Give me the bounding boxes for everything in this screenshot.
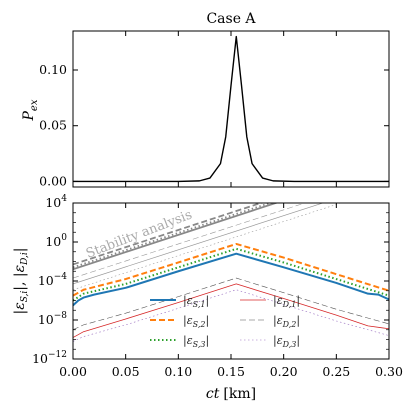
top-ytick-label: 0.00 <box>39 173 67 188</box>
bottom-plot-area <box>73 203 389 342</box>
bottom-ylabel: |εS,i|, |εD,i| <box>12 247 30 314</box>
ylabel-sub-1: S,i <box>20 291 30 303</box>
error-series-s-2 <box>73 242 389 297</box>
bottom-ytick-label: 10−8 <box>38 311 67 327</box>
ylabel-eps-2: ε <box>12 265 28 273</box>
stability-line-2 <box>73 203 264 266</box>
bottom-xtick-label: 0.25 <box>322 364 350 379</box>
bottom-xtick-label: 0.20 <box>270 364 298 379</box>
top-plot-area <box>73 35 389 183</box>
error-series-d-2 <box>73 277 389 331</box>
error-series-d-3 <box>73 289 389 342</box>
legend-entry-label: |εS,1| <box>183 294 209 309</box>
bottom-xtick-label: 0.15 <box>217 364 245 379</box>
legend-entry-label: |εD,1| <box>273 294 300 309</box>
chart-title: Case A <box>206 11 256 27</box>
stability-line-4 <box>73 203 324 285</box>
top-panel: Case A 0.00 0.05 0.10 Pex <box>21 11 390 188</box>
xlabel-unit: [km] <box>223 386 256 402</box>
stability-line-3 <box>73 203 273 269</box>
ylabel-separator: |, | <box>12 272 28 290</box>
legend-entry-label: |εS,3| <box>183 334 209 349</box>
pex-series-line <box>73 35 389 183</box>
ylabel-bar-right: | <box>12 247 28 252</box>
bottom-ytick-label: 10−12 <box>32 350 67 366</box>
ylabel-eps-1: ε <box>12 302 28 310</box>
stability-line-5 <box>73 203 306 279</box>
bottom-lines <box>73 203 389 342</box>
legend-entry-label: |εS,2| <box>183 314 209 329</box>
top-x-ticks <box>72 31 390 187</box>
bottom-xlabel: ct [km] <box>206 386 256 402</box>
error-series-d-1 <box>73 283 389 338</box>
bottom-x-ticks: 0.00 0.05 0.10 0.15 0.20 0.25 0.30 <box>59 203 403 379</box>
bottom-ytick-label: 10−4 <box>38 272 67 288</box>
bottom-ytick-label: 104 <box>45 194 67 210</box>
legend-entry-label: |εD,2| <box>273 314 300 329</box>
top-ytick-label: 0.05 <box>39 118 67 133</box>
top-ylabel-main: P <box>21 110 37 121</box>
xlabel-ct: ct <box>206 386 220 402</box>
ylabel-bar-left: | <box>12 310 28 315</box>
legend-entry-label: |εD,3| <box>273 334 300 349</box>
top-ylabel: Pex <box>21 99 40 121</box>
top-ytick-label: 0.10 <box>39 62 67 77</box>
top-ylabel-sub: ex <box>29 99 40 111</box>
ylabel-sub-2: D,i <box>20 252 30 266</box>
error-series-s-3 <box>73 247 389 302</box>
bottom-ytick-label: 100 <box>45 233 67 249</box>
top-axes-frame <box>72 30 390 188</box>
bottom-xtick-label: 0.10 <box>164 364 192 379</box>
bottom-xtick-label: 0.05 <box>112 364 140 379</box>
error-series-s-1 <box>73 252 389 307</box>
stability-line-1 <box>73 203 279 271</box>
legend: |εS,1| |εS,2| |εS,3| |εD,1| |εD,2| |εD,3| <box>150 294 300 349</box>
bottom-xtick-label: 0.00 <box>59 364 87 379</box>
bottom-y-ticks: 10−12 10−8 10−4 100 104 <box>32 194 389 366</box>
top-y-ticks: 0.00 0.05 0.10 <box>39 62 389 188</box>
bottom-xtick-label: 0.30 <box>375 364 403 379</box>
